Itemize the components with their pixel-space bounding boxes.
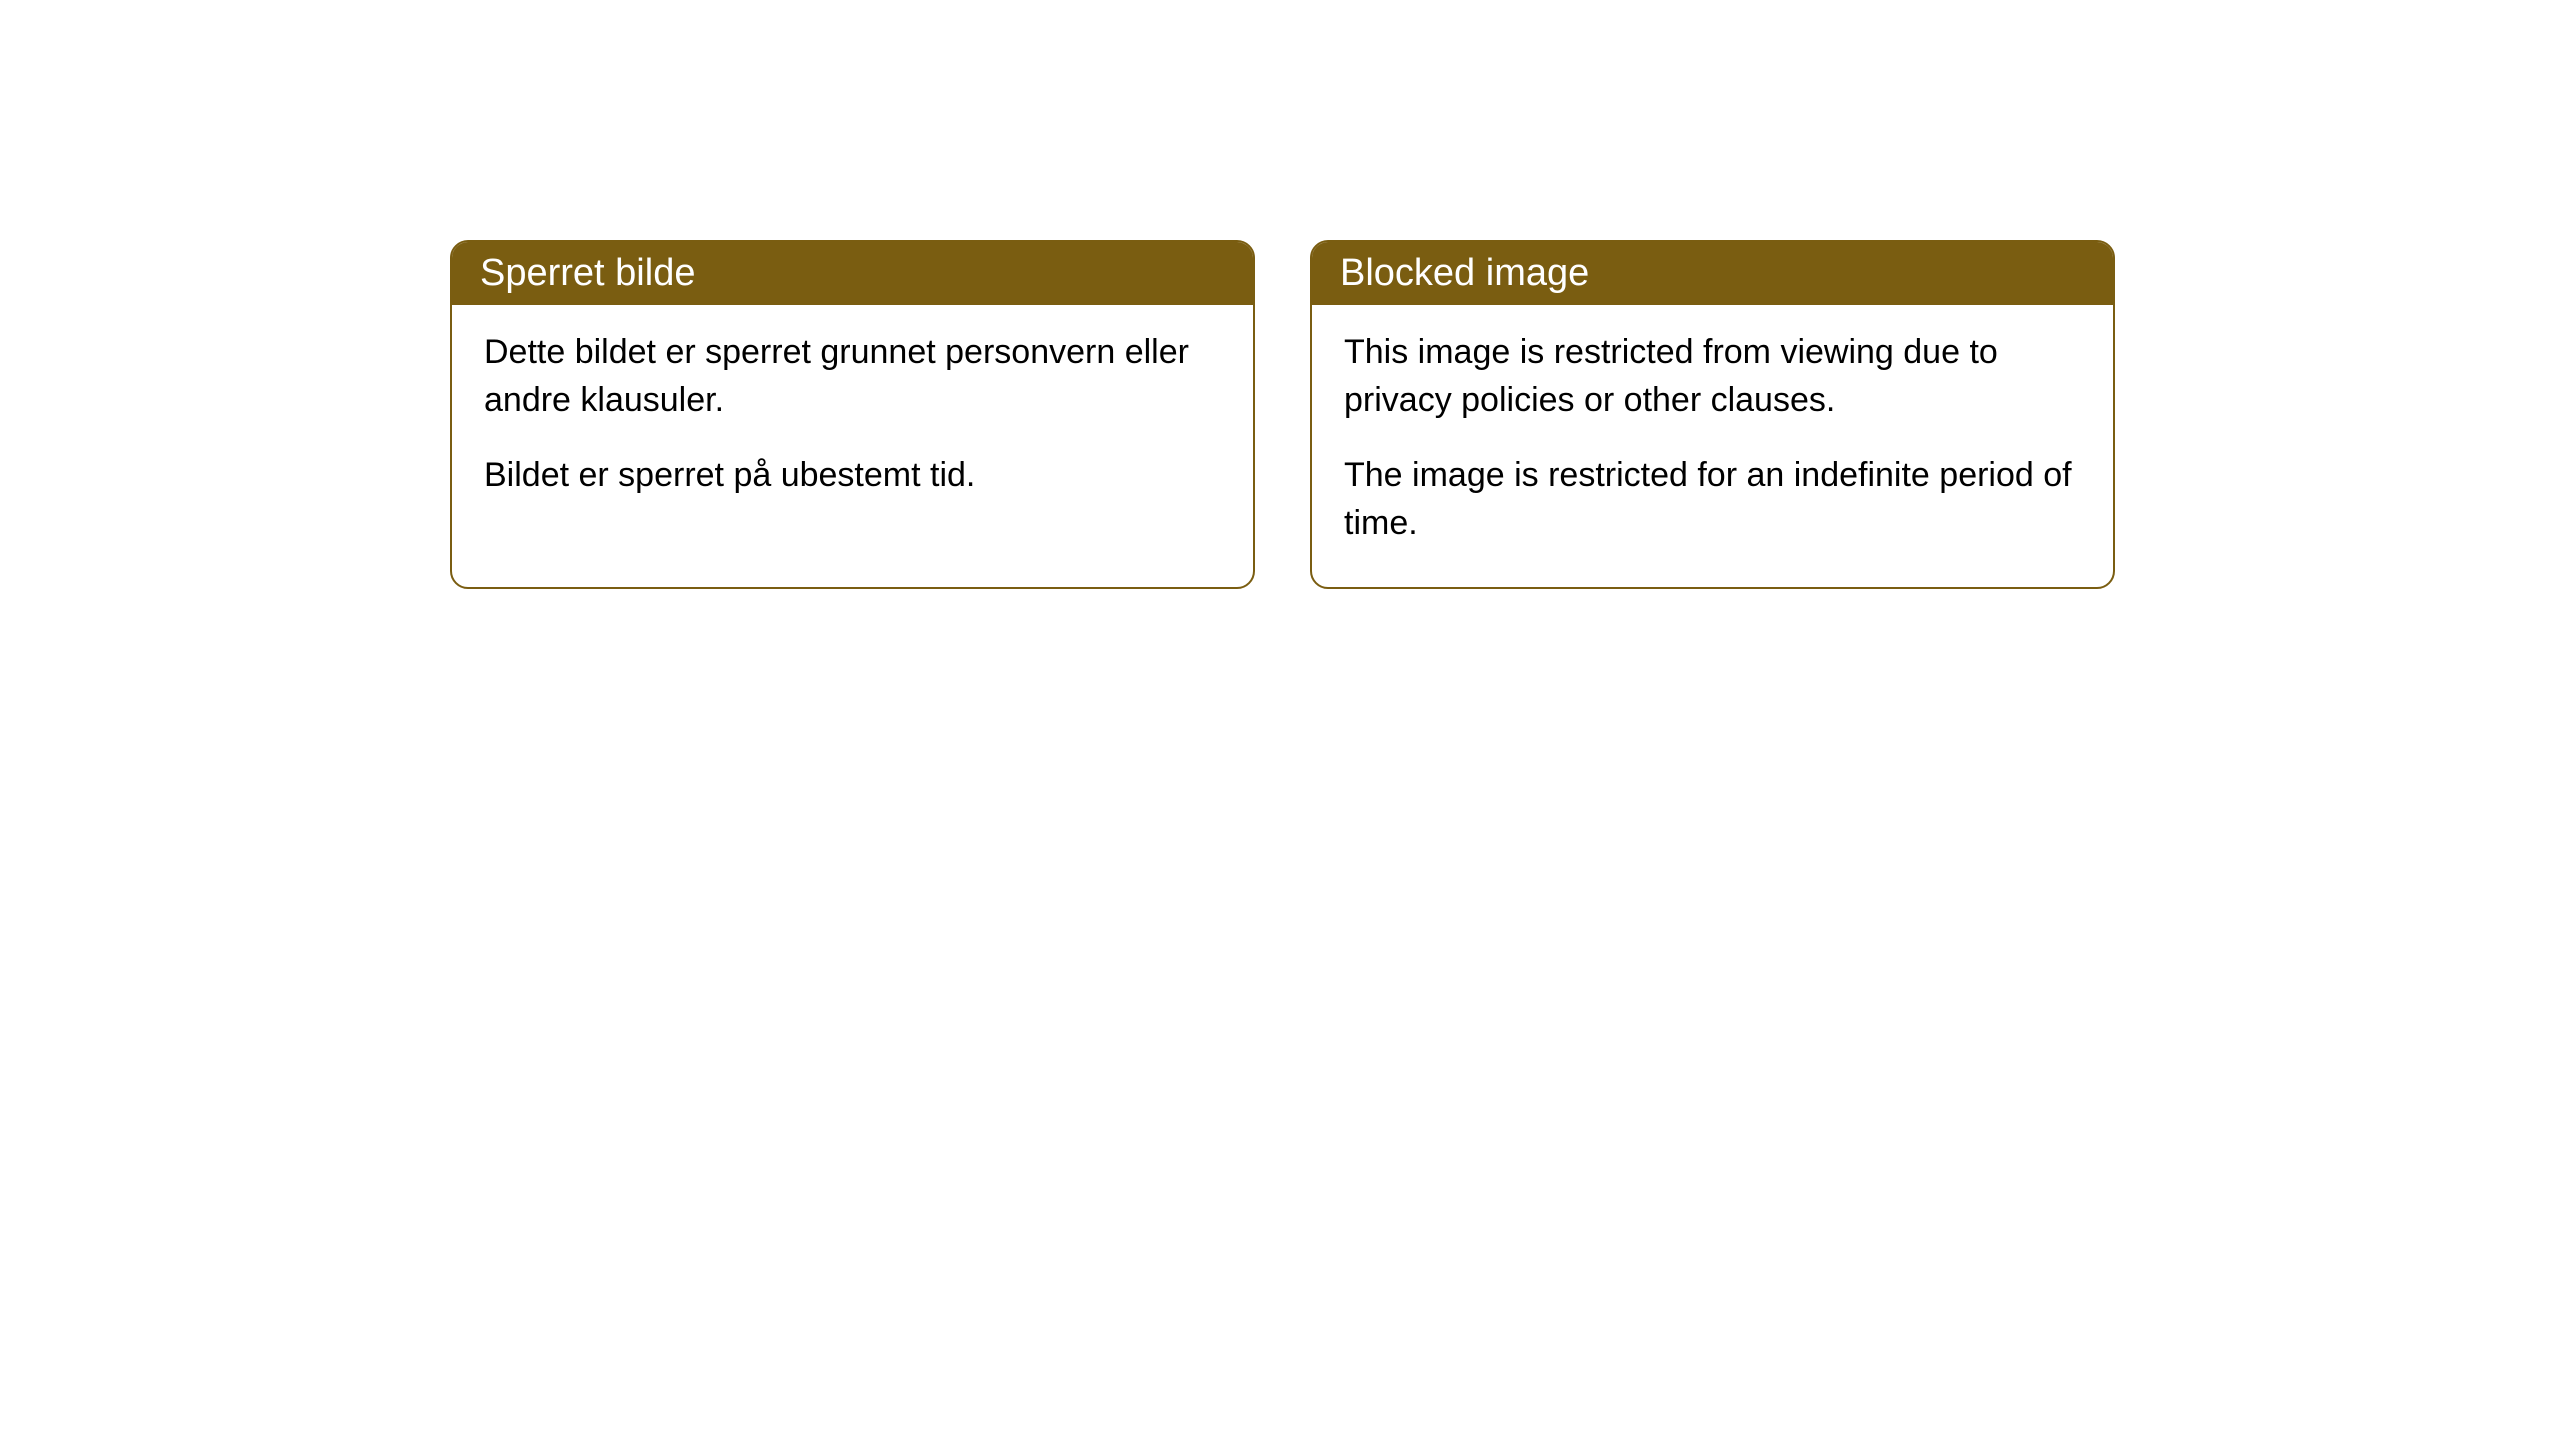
blocked-image-card-en: Blocked image This image is restricted f… xyxy=(1310,240,2115,589)
card-title-en: Blocked image xyxy=(1340,252,1589,294)
blocked-image-card-no: Sperret bilde Dette bildet er sperret gr… xyxy=(450,240,1255,589)
card-header-no: Sperret bilde xyxy=(452,242,1253,305)
card-body-no: Dette bildet er sperret grunnet personve… xyxy=(452,305,1253,540)
card-paragraph2-en: The image is restricted for an indefinit… xyxy=(1344,452,2081,547)
notice-cards-container: Sperret bilde Dette bildet er sperret gr… xyxy=(450,240,2115,589)
card-title-no: Sperret bilde xyxy=(480,252,695,294)
card-body-en: This image is restricted from viewing du… xyxy=(1312,305,2113,587)
card-header-en: Blocked image xyxy=(1312,242,2113,305)
card-paragraph2-no: Bildet er sperret på ubestemt tid. xyxy=(484,452,1221,500)
card-paragraph1-en: This image is restricted from viewing du… xyxy=(1344,329,2081,424)
card-paragraph1-no: Dette bildet er sperret grunnet personve… xyxy=(484,329,1221,424)
